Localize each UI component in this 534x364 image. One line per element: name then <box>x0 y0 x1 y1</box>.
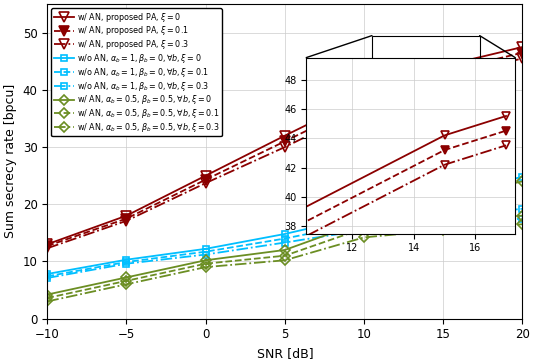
Legend: w/ AN, proposed PA, $\xi = 0$, w/ AN, proposed PA, $\xi = 0.1$, w/ AN, proposed : w/ AN, proposed PA, $\xi = 0$, w/ AN, pr… <box>51 8 222 136</box>
w/o AN, $\alpha_b = 1, \beta_b = 0, \forall b, \xi = 0.3$ <box>123 261 130 266</box>
Bar <box>372 36 480 104</box>
w/o AN, $\alpha_b = 1, \beta_b = 0, \forall b, \xi = 0$ <box>281 232 288 236</box>
w/ AN, $\alpha_b = 0.5, \beta_b = 0.5, \forall b, \xi = 0$ <box>44 292 51 297</box>
w/o AN, $\alpha_b = 1, \beta_b = 0, \forall b, \xi = 0.1$ <box>123 260 130 264</box>
w/ AN, $\alpha_b = 0.5, \beta_b = 0.5, \forall b, \xi = 0.1$ <box>123 279 130 283</box>
w/ AN, $\alpha_b = 0.5, \beta_b = 0.5, \forall b, \xi = 0.1$ <box>202 261 209 266</box>
w/ AN, proposed PA, $\xi = 0.3$ <box>361 106 367 110</box>
w/ AN, proposed PA, $\xi = 0$ <box>281 134 288 138</box>
w/o AN, $\alpha_b = 1, \beta_b = 0, \forall b, \xi = 0.1$ <box>361 220 367 225</box>
w/o AN, $\alpha_b = 1, \beta_b = 0, \forall b, \xi = 0$ <box>361 213 367 218</box>
w/ AN, proposed PA, $\xi = 0.1$ <box>361 100 367 105</box>
w/ AN, $\alpha_b = 0.5, \beta_b = 0.5, \forall b, \xi = 0.3$ <box>361 235 367 240</box>
w/ AN, proposed PA, $\xi = 0$ <box>123 213 130 218</box>
w/ AN, proposed PA, $\xi = 0.1$ <box>44 244 51 248</box>
w/o AN, $\alpha_b = 1, \beta_b = 0, \forall b, \xi = 0.3$ <box>440 224 446 228</box>
Line: w/ AN, proposed PA, $\xi = 0.3$: w/ AN, proposed PA, $\xi = 0.3$ <box>43 54 527 253</box>
w/ AN, $\alpha_b = 0.5, \beta_b = 0.5, \forall b, \xi = 0$ <box>519 179 525 183</box>
w/ AN, proposed PA, $\xi = 0.1$ <box>123 216 130 221</box>
w/ AN, $\alpha_b = 0.5, \beta_b = 0.5, \forall b, \xi = 0.1$ <box>440 218 446 222</box>
Line: w/ AN, $\alpha_b = 0.5, \beta_b = 0.5, \forall b, \xi = 0.3$: w/ AN, $\alpha_b = 0.5, \beta_b = 0.5, \… <box>44 221 526 305</box>
w/o AN, $\alpha_b = 1, \beta_b = 0, \forall b, \xi = 0$ <box>440 194 446 198</box>
Line: w/ AN, proposed PA, $\xi = 0.1$: w/ AN, proposed PA, $\xi = 0.1$ <box>43 48 527 251</box>
w/o AN, $\alpha_b = 1, \beta_b = 0, \forall b, \xi = 0$ <box>202 247 209 251</box>
w/o AN, $\alpha_b = 1, \beta_b = 0, \forall b, \xi = 0.1$ <box>44 274 51 278</box>
w/ AN, proposed PA, $\xi = 0.1$ <box>281 139 288 143</box>
w/ AN, proposed PA, $\xi = 0$ <box>361 95 367 99</box>
w/o AN, $\alpha_b = 1, \beta_b = 0, \forall b, \xi = 0.3$ <box>519 216 525 221</box>
w/ AN, proposed PA, $\xi = 0$ <box>202 174 209 178</box>
w/ AN, $\alpha_b = 0.5, \beta_b = 0.5, \forall b, \xi = 0.3$ <box>202 265 209 269</box>
w/o AN, $\alpha_b = 1, \beta_b = 0, \forall b, \xi = 0.3$ <box>361 228 367 232</box>
Line: w/o AN, $\alpha_b = 1, \beta_b = 0, \forall b, \xi = 0.1$: w/o AN, $\alpha_b = 1, \beta_b = 0, \for… <box>44 205 526 280</box>
w/ AN, proposed PA, $\xi = 0.3$ <box>123 219 130 223</box>
w/ AN, proposed PA, $\xi = 0.3$ <box>281 145 288 149</box>
w/o AN, $\alpha_b = 1, \beta_b = 0, \forall b, \xi = 0.1$ <box>519 207 525 211</box>
w/ AN, proposed PA, $\xi = 0$ <box>440 64 446 68</box>
w/o AN, $\alpha_b = 1, \beta_b = 0, \forall b, \xi = 0.3$ <box>44 276 51 280</box>
Y-axis label: Sum secrecy rate [bpcu]: Sum secrecy rate [bpcu] <box>4 84 17 238</box>
w/ AN, proposed PA, $\xi = 0.3$ <box>519 56 525 61</box>
w/ AN, proposed PA, $\xi = 0.3$ <box>440 75 446 79</box>
w/ AN, $\alpha_b = 0.5, \beta_b = 0.5, \forall b, \xi = 0.1$ <box>44 296 51 300</box>
w/o AN, $\alpha_b = 1, \beta_b = 0, \forall b, \xi = 0.1$ <box>440 215 446 219</box>
w/ AN, proposed PA, $\xi = 0.3$ <box>202 181 209 185</box>
Line: w/o AN, $\alpha_b = 1, \beta_b = 0, \forall b, \xi = 0$: w/o AN, $\alpha_b = 1, \beta_b = 0, \for… <box>44 173 526 277</box>
w/ AN, proposed PA, $\xi = 0.3$ <box>44 246 51 250</box>
w/ AN, $\alpha_b = 0.5, \beta_b = 0.5, \forall b, \xi = 0$ <box>440 196 446 201</box>
w/ AN, proposed PA, $\xi = 0$ <box>519 45 525 49</box>
w/ AN, proposed PA, $\xi = 0.1$ <box>519 51 525 55</box>
w/ AN, $\alpha_b = 0.5, \beta_b = 0.5, \forall b, \xi = 0$ <box>361 219 367 223</box>
Line: w/ AN, proposed PA, $\xi = 0$: w/ AN, proposed PA, $\xi = 0$ <box>43 42 527 249</box>
w/o AN, $\alpha_b = 1, \beta_b = 0, \forall b, \xi = 0.1$ <box>202 249 209 254</box>
w/ AN, proposed PA, $\xi = 0.1$ <box>440 70 446 74</box>
w/ AN, $\alpha_b = 0.5, \beta_b = 0.5, \forall b, \xi = 0$ <box>281 248 288 252</box>
w/ AN, $\alpha_b = 0.5, \beta_b = 0.5, \forall b, \xi = 0.3$ <box>440 228 446 232</box>
w/ AN, $\alpha_b = 0.5, \beta_b = 0.5, \forall b, \xi = 0$ <box>202 258 209 262</box>
w/ AN, $\alpha_b = 0.5, \beta_b = 0.5, \forall b, \xi = 0.3$ <box>519 222 525 226</box>
Line: w/ AN, $\alpha_b = 0.5, \beta_b = 0.5, \forall b, \xi = 0.1$: w/ AN, $\alpha_b = 0.5, \beta_b = 0.5, \… <box>44 212 526 301</box>
Line: w/o AN, $\alpha_b = 1, \beta_b = 0, \forall b, \xi = 0.3$: w/o AN, $\alpha_b = 1, \beta_b = 0, \for… <box>44 215 526 281</box>
w/o AN, $\alpha_b = 1, \beta_b = 0, \forall b, \xi = 0.1$ <box>281 236 288 241</box>
w/o AN, $\alpha_b = 1, \beta_b = 0, \forall b, \xi = 0$ <box>44 272 51 276</box>
w/o AN, $\alpha_b = 1, \beta_b = 0, \forall b, \xi = 0$ <box>123 257 130 262</box>
w/ AN, $\alpha_b = 0.5, \beta_b = 0.5, \forall b, \xi = 0.3$ <box>281 258 288 262</box>
w/o AN, $\alpha_b = 1, \beta_b = 0, \forall b, \xi = 0$ <box>519 175 525 179</box>
w/ AN, proposed PA, $\xi = 0.1$ <box>202 178 209 182</box>
w/ AN, $\alpha_b = 0.5, \beta_b = 0.5, \forall b, \xi = 0.3$ <box>44 299 51 304</box>
w/ AN, proposed PA, $\xi = 0$ <box>44 242 51 246</box>
X-axis label: SNR [dB]: SNR [dB] <box>256 347 313 360</box>
w/ AN, $\alpha_b = 0.5, \beta_b = 0.5, \forall b, \xi = 0$ <box>123 275 130 280</box>
w/o AN, $\alpha_b = 1, \beta_b = 0, \forall b, \xi = 0.3$ <box>202 252 209 257</box>
w/ AN, $\alpha_b = 0.5, \beta_b = 0.5, \forall b, \xi = 0.1$ <box>361 226 367 230</box>
Line: w/ AN, $\alpha_b = 0.5, \beta_b = 0.5, \forall b, \xi = 0$: w/ AN, $\alpha_b = 0.5, \beta_b = 0.5, \… <box>44 178 526 298</box>
w/ AN, $\alpha_b = 0.5, \beta_b = 0.5, \forall b, \xi = 0.1$ <box>281 253 288 258</box>
w/o AN, $\alpha_b = 1, \beta_b = 0, \forall b, \xi = 0.3$ <box>281 240 288 245</box>
w/ AN, $\alpha_b = 0.5, \beta_b = 0.5, \forall b, \xi = 0.1$ <box>519 213 525 218</box>
w/ AN, $\alpha_b = 0.5, \beta_b = 0.5, \forall b, \xi = 0.3$ <box>123 282 130 286</box>
